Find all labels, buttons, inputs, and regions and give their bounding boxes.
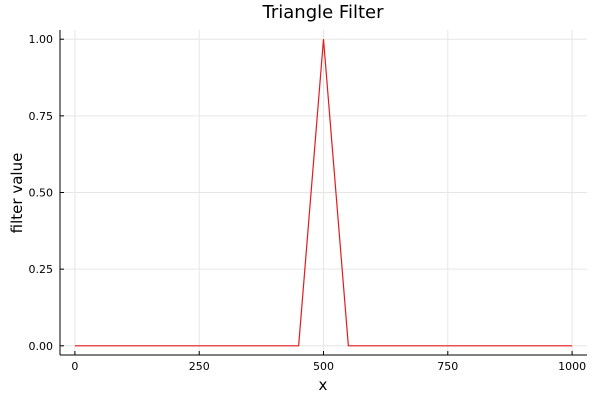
x-tick-label-1: 250 [189,360,210,373]
y-tick-label-3: 0.75 [29,110,54,123]
ticks: 0 250 500 750 1000 0.00 0.25 0.50 0.75 1.00 [29,33,587,373]
x-tick-label-3: 750 [437,360,458,373]
x-tick-label-4: 1000 [558,360,586,373]
series-line-0 [74,39,573,347]
y-tick-label-1: 0.25 [29,263,54,276]
grid [60,30,587,355]
x-tick-label-2: 500 [313,360,334,373]
chart-title: Triangle Filter [262,2,385,23]
y-tick-label-2: 0.50 [29,187,54,200]
y-tick-label-0: 0.00 [29,340,54,353]
y-axis-label: filter value [8,153,26,234]
x-tick-label-0: 0 [71,360,78,373]
y-tick-label-4: 1.00 [29,33,54,46]
series-group [74,39,573,347]
x-axis-label: x [319,376,328,394]
